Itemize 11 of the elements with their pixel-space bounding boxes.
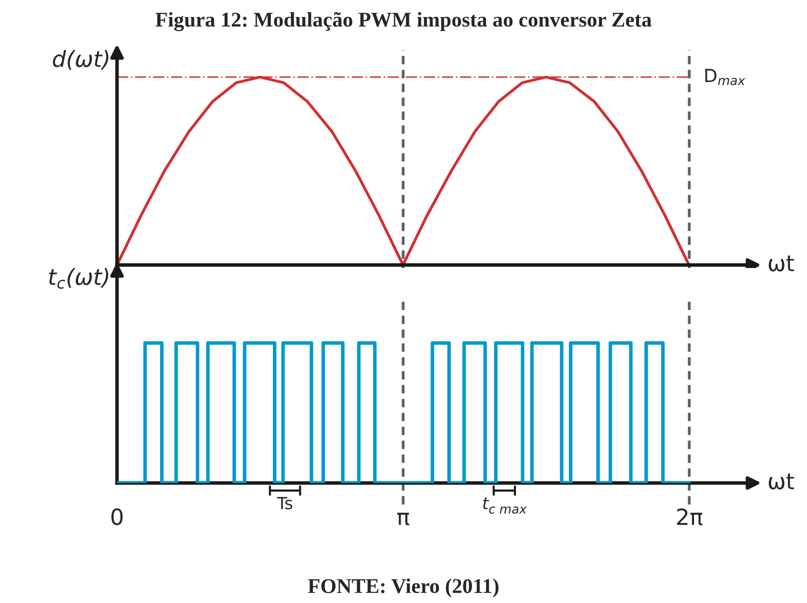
x-tick-label: 0 [111,508,123,526]
y-axis-title: d(ωt) [52,50,108,70]
x-axis-title: ωt [768,256,794,272]
chart-title: Figura 12: Modulação PWM imposta ao conversor Zeta [156,12,652,32]
x-tick-label: 2π [677,508,702,526]
ref-line-label: D$_{max}$ [705,68,746,86]
x-axis-title: ωt [768,474,794,490]
text: Ts [276,496,292,510]
x-tick-label: π [397,512,410,526]
source-note: FONTE: Viero (2011) [308,578,498,598]
y-axis-title: t$_{c}$(ωt) [49,268,108,289]
